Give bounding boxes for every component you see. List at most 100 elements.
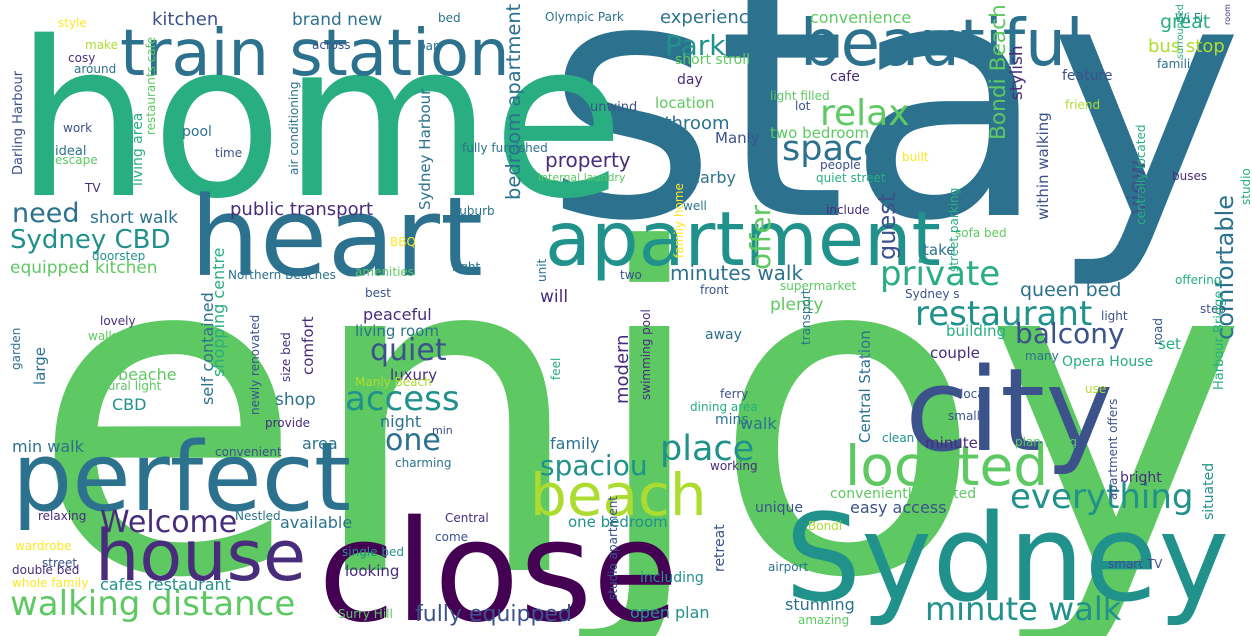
word-across: across	[312, 38, 350, 52]
word-garden: garden	[9, 328, 23, 370]
word-away: away	[705, 327, 742, 343]
word-cafe: cafe	[830, 69, 860, 85]
word-provide: provide	[265, 416, 310, 430]
word-around: around	[74, 62, 116, 76]
word-beach: beach	[530, 461, 707, 529]
word-manly-beach: Manly Beach	[355, 375, 432, 389]
word-shop: shop	[275, 390, 316, 410]
word-perfect: perfect	[12, 423, 351, 533]
word-fully-equipped: fully equipped	[415, 602, 572, 627]
word-restaurants-cafe: restaurants cafe	[144, 37, 158, 135]
word-retreat: retreat	[712, 524, 728, 572]
word-peaceful: peaceful	[363, 305, 432, 324]
word-make: make	[85, 38, 118, 52]
word-minutes-walk: minutes walk	[670, 261, 803, 285]
word-bright: bright	[1120, 470, 1162, 486]
word-pool: pool	[182, 124, 212, 140]
word-work: work	[63, 121, 92, 135]
word-place: place	[660, 429, 754, 469]
word-train-station: train station	[120, 17, 510, 91]
word-studio: studio	[1239, 168, 1252, 205]
word-couple: couple	[930, 344, 980, 362]
word-relax: relax	[820, 93, 910, 134]
word-transport: transport	[799, 289, 813, 345]
word-bathroom: bathroom	[642, 113, 730, 134]
word-bondi: Bondi	[808, 519, 842, 533]
word-enjoy: enjoy	[30, 157, 1248, 636]
word-smart-tv: smart TV	[1108, 557, 1163, 571]
word-darling-harbour: Darling Harbour	[11, 70, 26, 175]
word-available: available	[280, 513, 352, 532]
word-central: Central	[445, 511, 489, 525]
word-beache: beache	[118, 365, 177, 384]
word-within-walking: within walking	[1034, 112, 1052, 220]
word-double-bed: double bed	[12, 563, 79, 577]
word-queen-bed: queen bed	[1020, 279, 1121, 301]
word-people: people	[820, 158, 861, 172]
word-air-conditioning: air conditioning	[287, 82, 301, 175]
word-northern-beaches: Northern Beaches	[228, 268, 336, 282]
word-min: min	[432, 424, 453, 437]
word-clean: clean	[882, 431, 914, 445]
word-feature: feature	[1062, 68, 1113, 84]
word-bar: bar	[418, 39, 438, 53]
word-welcome: Welcome	[100, 505, 237, 540]
word-situated: situated	[1201, 463, 1217, 520]
word-park: Park	[665, 29, 726, 62]
word-ideal: ideal	[55, 144, 86, 159]
word-beautiful: beautiful	[800, 7, 1084, 81]
word-close: close	[318, 491, 679, 636]
word-walking-distance: walking distance	[10, 584, 295, 624]
word-night: night	[380, 412, 421, 431]
word-location: location	[655, 94, 715, 112]
word-families: families	[1157, 57, 1204, 71]
word-swimming-pool: swimming pool	[639, 309, 653, 400]
word-two: two	[620, 268, 642, 282]
word-family-home: family home	[672, 183, 686, 258]
word-amazing: amazing	[798, 613, 849, 627]
word-sydney-s: Sydney s	[905, 287, 960, 301]
word-sydney-cbd: Sydney CBD	[10, 225, 171, 255]
word-balcony: balcony	[1015, 317, 1125, 350]
word-experience: experience	[660, 7, 760, 28]
word-light: light	[1101, 309, 1128, 323]
word-including: including	[640, 570, 704, 586]
word-stay: stay	[545, 0, 1244, 293]
word-best: best	[365, 286, 391, 300]
word-bedroom-apartment: bedroom apartment	[502, 3, 525, 200]
word-min-walk: min walk	[12, 437, 85, 456]
word-feel: feel	[549, 358, 563, 380]
word-unit: unit	[535, 258, 549, 282]
word-short-walk: short walk	[90, 208, 178, 228]
word-step: step	[1200, 302, 1226, 316]
word-charming: charming	[395, 456, 452, 470]
word-street: street	[42, 556, 77, 570]
word-amenities: amenities	[355, 265, 414, 279]
word-internal-laundry: internal laundry	[538, 171, 626, 184]
word-time: time	[215, 146, 242, 160]
word-minute: minute	[925, 434, 978, 452]
word-brand-new: brand new	[292, 10, 382, 30]
word-airport: airport	[768, 560, 809, 574]
word-building: building	[946, 322, 1006, 340]
word-friend: friend	[1065, 98, 1100, 112]
word-house: house	[95, 515, 306, 597]
word-lot: lot	[795, 99, 811, 113]
word-public-transport: public transport	[230, 199, 373, 220]
word-open-plan: open plan	[630, 603, 710, 622]
word-relaxing: relaxing	[38, 509, 86, 523]
word-manly: Manly	[715, 129, 760, 147]
word-buses: buses	[1172, 169, 1207, 183]
word-bondi-beach: Bondi Beach	[986, 4, 1011, 140]
word-doorstep: doorstep	[92, 249, 145, 263]
word-city: city	[905, 344, 1113, 478]
word-convenient: convenient	[215, 445, 282, 459]
word-property: property	[545, 148, 631, 172]
word-unique: unique	[755, 500, 803, 516]
word-self-contained: self contained	[198, 292, 217, 405]
word-explore: explore	[118, 437, 166, 452]
word-supermarket: supermarket	[780, 279, 856, 293]
word-whole-family: whole family	[12, 576, 88, 590]
word-conveniently-located: conveniently located	[830, 486, 976, 502]
word-living-room: living room	[355, 322, 439, 340]
